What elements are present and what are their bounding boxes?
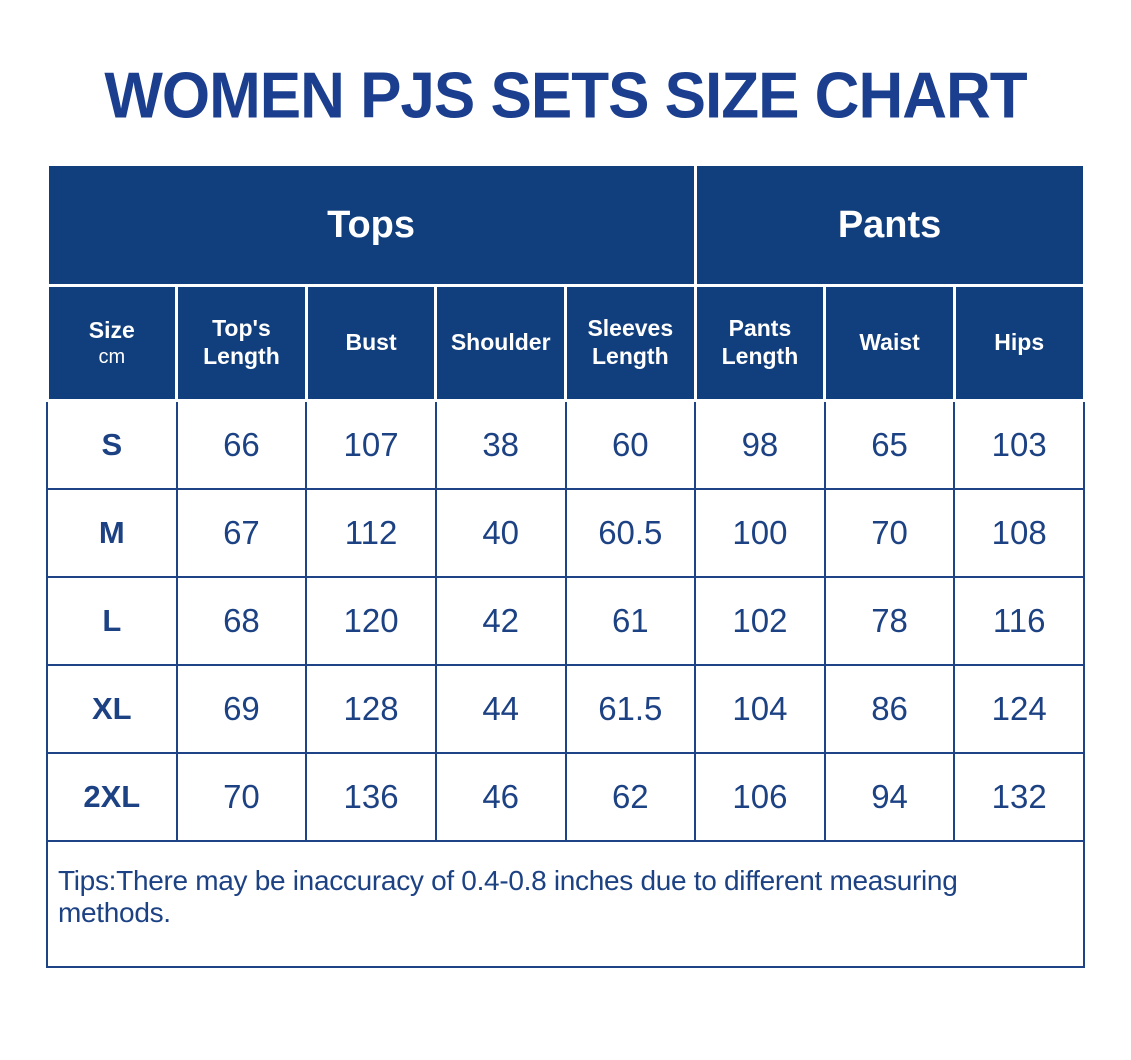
measurement-cell: 38 xyxy=(434,399,567,490)
measurement-cell: 60 xyxy=(564,399,697,490)
measurement-cell: 107 xyxy=(305,399,437,490)
size-cell: 2XL xyxy=(46,751,178,842)
column-header-size: Size cm xyxy=(45,284,179,402)
measurement-cell: 61.5 xyxy=(564,663,697,754)
column-header-shoulder: Shoulder xyxy=(434,284,567,402)
table-row-xl: XL 69 128 44 61.5 104 86 124 xyxy=(46,663,1085,754)
column-header-bust: Bust xyxy=(304,284,438,402)
measurement-cell: 67 xyxy=(175,487,308,578)
measurement-cell: 86 xyxy=(823,663,956,754)
group-header-tops: Tops xyxy=(45,163,697,287)
page-title: WOMEN PJS SETS SIZE CHART xyxy=(104,59,1027,133)
table-row-2xl: 2XL 70 136 46 62 106 94 132 xyxy=(46,751,1085,842)
column-header-row: Size cm Top's Length Bust Shoulder Sleev… xyxy=(45,284,1086,402)
measurement-cell: 60.5 xyxy=(564,487,697,578)
measurement-cell: 104 xyxy=(694,663,826,754)
measurement-cell: 69 xyxy=(175,663,308,754)
measurement-cell: 98 xyxy=(694,399,826,490)
measurement-cell: 124 xyxy=(953,663,1085,754)
measurement-cell: 106 xyxy=(694,751,826,842)
measurement-cell: 66 xyxy=(175,399,308,490)
measurement-cell: 78 xyxy=(823,575,956,666)
measurement-cell: 42 xyxy=(434,575,567,666)
measurement-cell: 65 xyxy=(823,399,956,490)
size-cell: L xyxy=(46,575,178,666)
measurement-cell: 61 xyxy=(564,575,697,666)
tips-row: Tips:There may be inaccuracy of 0.4-0.8 … xyxy=(46,839,1085,968)
measurement-cell: 102 xyxy=(694,575,826,666)
measurement-cell: 116 xyxy=(953,575,1085,666)
group-header-pants: Pants xyxy=(693,163,1086,287)
tips-note: Tips:There may be inaccuracy of 0.4-0.8 … xyxy=(46,839,1085,968)
column-group-header-row: Tops Pants xyxy=(45,163,1086,287)
size-cell: XL xyxy=(46,663,178,754)
size-cell: S xyxy=(46,399,178,490)
column-header-sleeves-length: Sleeves Length xyxy=(564,284,697,402)
measurement-cell: 62 xyxy=(564,751,697,842)
measurement-cell: 112 xyxy=(305,487,437,578)
measurement-cell: 108 xyxy=(953,487,1085,578)
column-header-hips: Hips xyxy=(952,284,1086,402)
column-header-tops-length: Top's Length xyxy=(175,284,308,402)
measurement-cell: 70 xyxy=(175,751,308,842)
measurement-cell: 100 xyxy=(694,487,826,578)
size-chart-table: Tops Pants Size cm Top's Length Bust Sho… xyxy=(45,163,1086,968)
measurement-cell: 70 xyxy=(823,487,956,578)
measurement-cell: 128 xyxy=(305,663,437,754)
measurement-cell: 68 xyxy=(175,575,308,666)
table-row-l: L 68 120 42 61 102 78 116 xyxy=(46,575,1085,666)
size-cell: M xyxy=(46,487,178,578)
size-label: Size xyxy=(88,316,135,343)
measurement-cell: 136 xyxy=(305,751,437,842)
measurement-cell: 94 xyxy=(823,751,956,842)
column-header-pants-length: Pants Length xyxy=(693,284,827,402)
table-row-m: M 67 112 40 60.5 100 70 108 xyxy=(46,487,1085,578)
column-header-waist: Waist xyxy=(823,284,956,402)
measurement-cell: 103 xyxy=(953,399,1085,490)
measurement-cell: 120 xyxy=(305,575,437,666)
unit-label: cm xyxy=(98,346,126,369)
measurement-cell: 132 xyxy=(953,751,1085,842)
table-row-s: S 66 107 38 60 98 65 103 xyxy=(46,399,1085,490)
measurement-cell: 44 xyxy=(434,663,567,754)
measurement-cell: 46 xyxy=(434,751,567,842)
measurement-cell: 40 xyxy=(434,487,567,578)
